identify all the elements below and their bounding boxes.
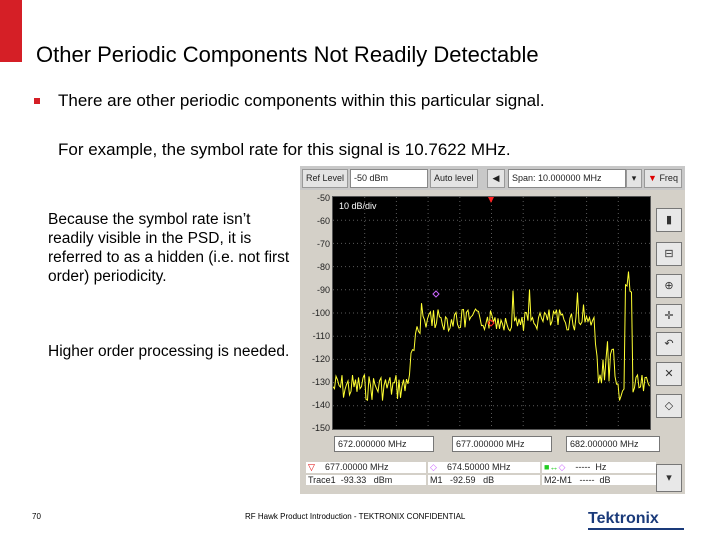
m1-values: M1 -92.59 dB — [428, 475, 540, 485]
y-tick-label: -50 — [316, 193, 330, 203]
y-tick-label: -120 — [311, 354, 330, 364]
delta-freq-unit: Hz — [595, 462, 607, 472]
y-tick-label: -100 — [311, 308, 330, 318]
freq-button-label: Freq — [659, 173, 678, 183]
trace-marker-freq: 677.00000 MHz — [324, 462, 389, 472]
freq-button[interactable]: ▼ Freq — [644, 169, 682, 188]
close-icon[interactable]: ✕ — [656, 362, 682, 386]
logo-underline — [588, 528, 684, 530]
spectrum-plot[interactable]: 10 dB/div — [332, 196, 651, 430]
y-tick-label: -60 — [316, 216, 330, 226]
footer-text: RF Hawk Product Introduction - TEKTRONIX… — [245, 512, 466, 521]
bullet-icon — [34, 98, 40, 104]
auto-level-button[interactable]: Auto level — [430, 169, 478, 188]
y-tick-label: -90 — [316, 285, 330, 295]
trace-marker-values: Trace1 -93.33 dBm — [306, 475, 426, 485]
y-tick-label: -80 — [316, 262, 330, 272]
delta-marker-icon: ■↔ — [544, 462, 559, 472]
spectrum-analyzer: Ref Level -50 dBm Auto level ◀ Span: 10.… — [300, 166, 685, 494]
processing-paragraph: Higher order processing is needed. — [48, 343, 290, 360]
zoom-in-icon[interactable]: ⊕ — [656, 274, 682, 298]
delta-values: M2-M1 ----- dB — [542, 475, 656, 485]
marker-trace-icon — [487, 319, 495, 327]
trace-marker-icon: ▽ — [308, 462, 315, 472]
center-frequency[interactable]: 677.000000 MHz — [452, 436, 552, 452]
delta-freq: ----- — [575, 462, 591, 472]
m1-unit: dB — [483, 475, 495, 485]
y-tick-label: -70 — [316, 239, 330, 249]
markers-icon[interactable]: ◇ — [656, 394, 682, 418]
marker-panel: ▽ 677.00000 MHz Trace1 -93.33 dBm ◇ 674.… — [304, 460, 656, 490]
page-number: 70 — [32, 512, 41, 521]
delta-marker-diamond-icon: ◇ — [558, 462, 566, 472]
marker-m1-icon — [432, 290, 440, 298]
accent-bar — [0, 0, 22, 62]
para1-hidden: hidden — [157, 249, 204, 266]
undo-icon[interactable]: ↶ — [656, 332, 682, 356]
explanation-paragraph: Because the symbol rate isn’t readily vi… — [48, 210, 298, 286]
freq-arrow-icon: ▼ — [648, 173, 657, 183]
span-dec-icon[interactable]: ◀ — [487, 169, 505, 188]
spectrum-svg: 10 dB/div — [332, 197, 650, 429]
analyzer-toolbar: Ref Level -50 dBm Auto level ◀ Span: 10.… — [300, 166, 685, 190]
scale-label: 10 dB/div — [339, 201, 377, 211]
symbol-rate-text: For example, the symbol rate for this si… — [58, 140, 511, 159]
center-marker-icon — [488, 197, 494, 203]
m1-freq: 674.50000 MHz — [446, 462, 511, 472]
tektronix-logo: Tektronix — [588, 510, 659, 527]
ref-level-input[interactable]: -50 dBm — [350, 169, 428, 188]
m1-label: M1 — [430, 475, 443, 485]
trace-marker-value: -93.33 — [340, 475, 367, 485]
bullet-text: There are other periodic components with… — [58, 91, 545, 110]
ref-level-label: Ref Level — [302, 169, 349, 188]
y-tick-label: -150 — [311, 423, 330, 433]
m1-marker-icon: ◇ — [430, 462, 437, 472]
m1-marker-row[interactable]: ◇ 674.50000 MHz — [428, 462, 540, 473]
m1-value: -92.59 — [450, 475, 476, 485]
trace-marker-row[interactable]: ▽ 677.00000 MHz — [306, 462, 426, 473]
para1-start: Because the symbol rate isn’t readily vi… — [48, 211, 252, 266]
stop-frequency[interactable]: 682.000000 MHz — [566, 436, 660, 452]
para1-end: (i.e. not first order) periodicity. — [48, 249, 290, 285]
delta-marker-row[interactable]: ■↔◇ ----- Hz — [542, 462, 656, 473]
y-tick-label: -110 — [312, 331, 330, 341]
start-frequency[interactable]: 672.000000 MHz — [334, 436, 434, 452]
y-tick-label: -130 — [311, 377, 330, 387]
zoom-out-icon[interactable]: ⊟ — [656, 242, 682, 266]
span-inc-icon[interactable]: ▾ — [626, 169, 642, 188]
marker-menu-icon[interactable]: ▾ — [656, 464, 682, 492]
spectrum-icon[interactable]: ▮ — [656, 208, 682, 232]
slide-title: Other Periodic Components Not Readily De… — [36, 42, 539, 67]
delta-value: ----- — [579, 475, 595, 485]
y-tick-label: -140 — [311, 400, 330, 410]
pan-icon[interactable]: ✛ — [656, 304, 682, 328]
delta-unit: dB — [599, 475, 611, 485]
trace-marker-unit: dBm — [373, 475, 393, 485]
span-input[interactable]: Span: 10.000000 MHz — [508, 169, 626, 188]
trace-line — [332, 271, 650, 402]
delta-label: M2-M1 — [544, 475, 573, 485]
trace-label: Trace1 — [308, 475, 336, 485]
